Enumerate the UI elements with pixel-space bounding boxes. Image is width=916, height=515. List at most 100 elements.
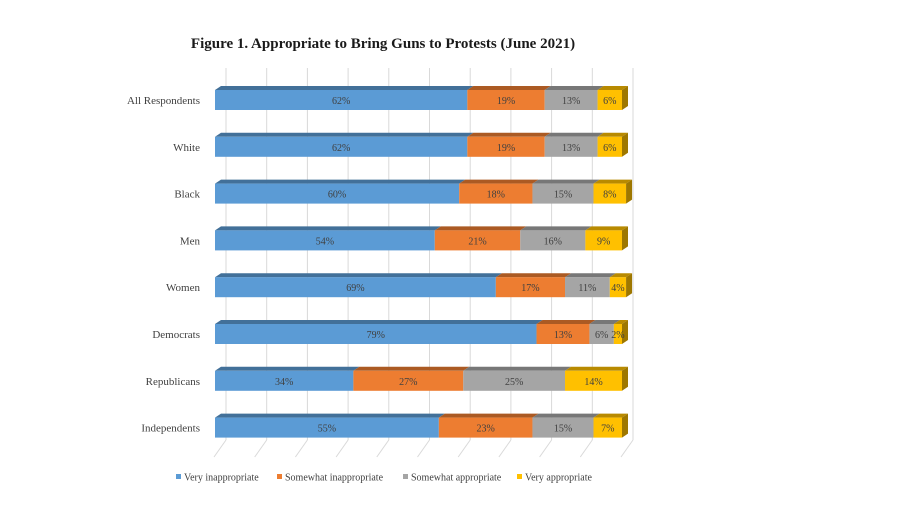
bar-segment-top bbox=[544, 132, 604, 137]
bar-side-face bbox=[626, 179, 633, 204]
bar-segment-top bbox=[544, 86, 604, 90]
bar-segment bbox=[215, 324, 537, 344]
bar-segment bbox=[467, 136, 545, 157]
bar-row: 79% 13% 6% 2% bbox=[215, 320, 628, 344]
bar-side-face bbox=[622, 132, 628, 157]
legend-swatch bbox=[403, 474, 408, 479]
bar-segment-top bbox=[495, 273, 572, 278]
bar-segment bbox=[593, 417, 622, 438]
bar-segment-top bbox=[536, 320, 596, 324]
bar-segment bbox=[467, 90, 545, 110]
data-label: 60% bbox=[328, 190, 346, 201]
floor-gridline bbox=[335, 439, 349, 458]
bar-segment-top bbox=[215, 413, 445, 418]
data-label: 55% bbox=[318, 424, 336, 435]
data-label: 25% bbox=[505, 377, 523, 388]
legend-item: Very appropriate bbox=[517, 473, 592, 484]
bar-segment bbox=[215, 183, 460, 204]
bar-segment bbox=[565, 370, 622, 391]
category-label: Women bbox=[166, 282, 200, 294]
data-label: 2% bbox=[611, 330, 624, 341]
category-label: Men bbox=[180, 235, 201, 247]
data-label: 13% bbox=[554, 330, 572, 341]
bar-segment bbox=[532, 417, 594, 438]
data-label: 11% bbox=[578, 283, 596, 294]
bar-segment bbox=[215, 370, 354, 391]
data-label: 16% bbox=[544, 236, 562, 247]
legend-item: Somewhat inappropriate bbox=[277, 473, 384, 484]
bar-segment-top bbox=[589, 320, 620, 324]
bar-row: 60% 18% 15% 8% bbox=[215, 179, 633, 204]
bar-side-face bbox=[622, 226, 628, 251]
data-label: 7% bbox=[601, 424, 614, 435]
bar-segment bbox=[597, 90, 622, 110]
data-label: 21% bbox=[468, 236, 486, 247]
data-label: 62% bbox=[332, 143, 350, 154]
data-label: 54% bbox=[316, 236, 334, 247]
data-label: 14% bbox=[584, 377, 602, 388]
bars: 62% 19% 13% 6% 62% 19% 13% 6% 60% 18% 15% 8% 54% 21% 1… bbox=[215, 86, 633, 438]
bar-segment-top bbox=[597, 132, 628, 137]
bar-segment-top bbox=[609, 273, 633, 278]
bar-segment-top bbox=[215, 273, 502, 278]
bar-segment-top bbox=[215, 179, 466, 184]
data-label: 6% bbox=[603, 143, 616, 154]
bar-segment-top bbox=[215, 86, 474, 90]
data-label: 13% bbox=[562, 96, 580, 107]
legend-label: Somewhat appropriate bbox=[411, 473, 502, 484]
floor-gridline bbox=[498, 439, 512, 458]
data-label: 15% bbox=[554, 424, 572, 435]
bar-row: 62% 19% 13% 6% bbox=[215, 86, 628, 110]
legend-swatch bbox=[176, 474, 181, 479]
bar-segment bbox=[585, 230, 622, 251]
bar-segment bbox=[215, 277, 496, 298]
gridlines bbox=[213, 68, 634, 458]
bar-row: 62% 19% 13% 6% bbox=[215, 132, 628, 157]
bar-segment bbox=[215, 136, 468, 157]
floor-gridline bbox=[254, 439, 268, 458]
legend-label: Very inappropriate bbox=[184, 473, 259, 484]
bar-segment-top bbox=[215, 132, 474, 137]
bar-segment-top bbox=[613, 320, 628, 324]
bar-segment bbox=[215, 230, 435, 251]
data-label: 19% bbox=[497, 96, 515, 107]
bar-segment-top bbox=[463, 366, 572, 371]
category-label: All Respondents bbox=[127, 95, 200, 107]
category-label: White bbox=[173, 142, 200, 154]
bar-segment-top bbox=[215, 320, 543, 324]
legend: Very inappropriate Somewhat inappropriate… bbox=[176, 473, 592, 484]
data-label: 6% bbox=[603, 96, 616, 107]
data-label: 9% bbox=[597, 236, 610, 247]
data-label: 13% bbox=[562, 143, 580, 154]
bar-row: 34% 27% 25% 14% bbox=[215, 366, 628, 391]
floor-gridline bbox=[620, 439, 634, 458]
bar-row: 54% 21% 16% 9% bbox=[215, 226, 628, 251]
bar-segment-top bbox=[532, 179, 600, 184]
data-label: 79% bbox=[367, 330, 385, 341]
bar-segment bbox=[597, 136, 622, 157]
bar-segment-top bbox=[215, 226, 441, 231]
bar-segment-top bbox=[593, 179, 633, 184]
category-label: Black bbox=[174, 189, 200, 201]
legend-item: Very inappropriate bbox=[176, 473, 259, 484]
data-label: 4% bbox=[611, 283, 624, 294]
legend-swatch bbox=[517, 474, 522, 479]
bar-segment-top bbox=[597, 86, 628, 90]
floor-gridline bbox=[376, 439, 390, 458]
bar-segment bbox=[532, 183, 594, 204]
bar-segment-top bbox=[565, 273, 616, 278]
bar-segment-top bbox=[593, 413, 628, 418]
bar-side-face bbox=[626, 273, 633, 298]
legend-item: Somewhat appropriate bbox=[403, 473, 502, 484]
floor-gridline bbox=[294, 439, 308, 458]
floor-gridline bbox=[579, 439, 593, 458]
bar-segment-top bbox=[353, 366, 470, 371]
floor-gridline bbox=[417, 439, 430, 458]
bar-row: 69% 17% 11% 4% bbox=[215, 273, 633, 298]
bar-segment bbox=[593, 183, 627, 204]
bar-segment bbox=[544, 90, 598, 110]
category-label: Democrats bbox=[152, 329, 200, 341]
data-label: 27% bbox=[399, 377, 417, 388]
bar-segment bbox=[613, 324, 622, 344]
